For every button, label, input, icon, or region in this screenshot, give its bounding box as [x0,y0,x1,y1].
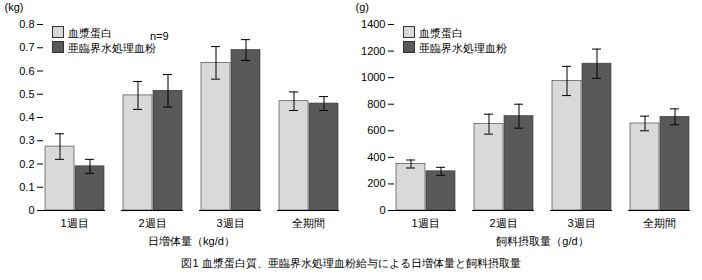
svg-text:全期間: 全期間 [292,217,325,229]
svg-text:800: 800 [367,98,385,110]
svg-text:0.4: 0.4 [19,111,34,123]
svg-text:1週目: 1週目 [411,217,439,229]
svg-text:1200: 1200 [361,45,385,57]
svg-text:0.7: 0.7 [19,41,34,53]
html-text:亜臨界水処理血粉: 亜臨界水処理血粉 [419,42,507,54]
svg-text:(kg): (kg) [5,1,24,13]
svg-text:0.3: 0.3 [19,134,34,146]
svg-text:0.6: 0.6 [19,65,34,77]
svg-text:3週目: 3週目 [567,217,595,229]
html-text:n=9: n=9 [150,30,169,42]
svg-text:0.5: 0.5 [19,88,34,100]
html-text:血漿蛋白: 血漿蛋白 [68,27,112,39]
svg-text:全期間: 全期間 [643,217,676,229]
svg-text:400: 400 [367,151,385,163]
svg-text:(g): (g) [356,1,369,13]
svg-text:0.1: 0.1 [19,181,34,193]
svg-text:0.8: 0.8 [19,18,34,30]
svg-text:2週目: 2週目 [489,217,517,229]
html-text:亜臨界水処理血粉: 亜臨界水処理血粉 [68,42,156,54]
svg-text:0.2: 0.2 [19,158,34,170]
html-text:図1 血漿蛋白質、亜臨界水処理血粉給与による日増体量と飼料摂: 図1 血漿蛋白質、亜臨界水処理血粉給与による日増体量と飼料摂取量 [181,257,521,269]
svg-text:1000: 1000 [361,71,385,83]
svg-text:0: 0 [379,204,385,216]
html-text:血漿蛋白: 血漿蛋白 [419,27,463,39]
svg-text:0: 0 [28,204,34,216]
svg-text:飼料摂取量（g/d）: 飼料摂取量（g/d） [496,235,588,247]
svg-text:200: 200 [367,177,385,189]
svg-text:1400: 1400 [361,18,385,30]
svg-text:600: 600 [367,124,385,136]
svg-text:3週目: 3週目 [216,217,244,229]
svg-text:日増体量（kg/d）: 日増体量（kg/d） [148,235,235,247]
svg-text:1週目: 1週目 [60,217,88,229]
svg-text:2週目: 2週目 [138,217,166,229]
